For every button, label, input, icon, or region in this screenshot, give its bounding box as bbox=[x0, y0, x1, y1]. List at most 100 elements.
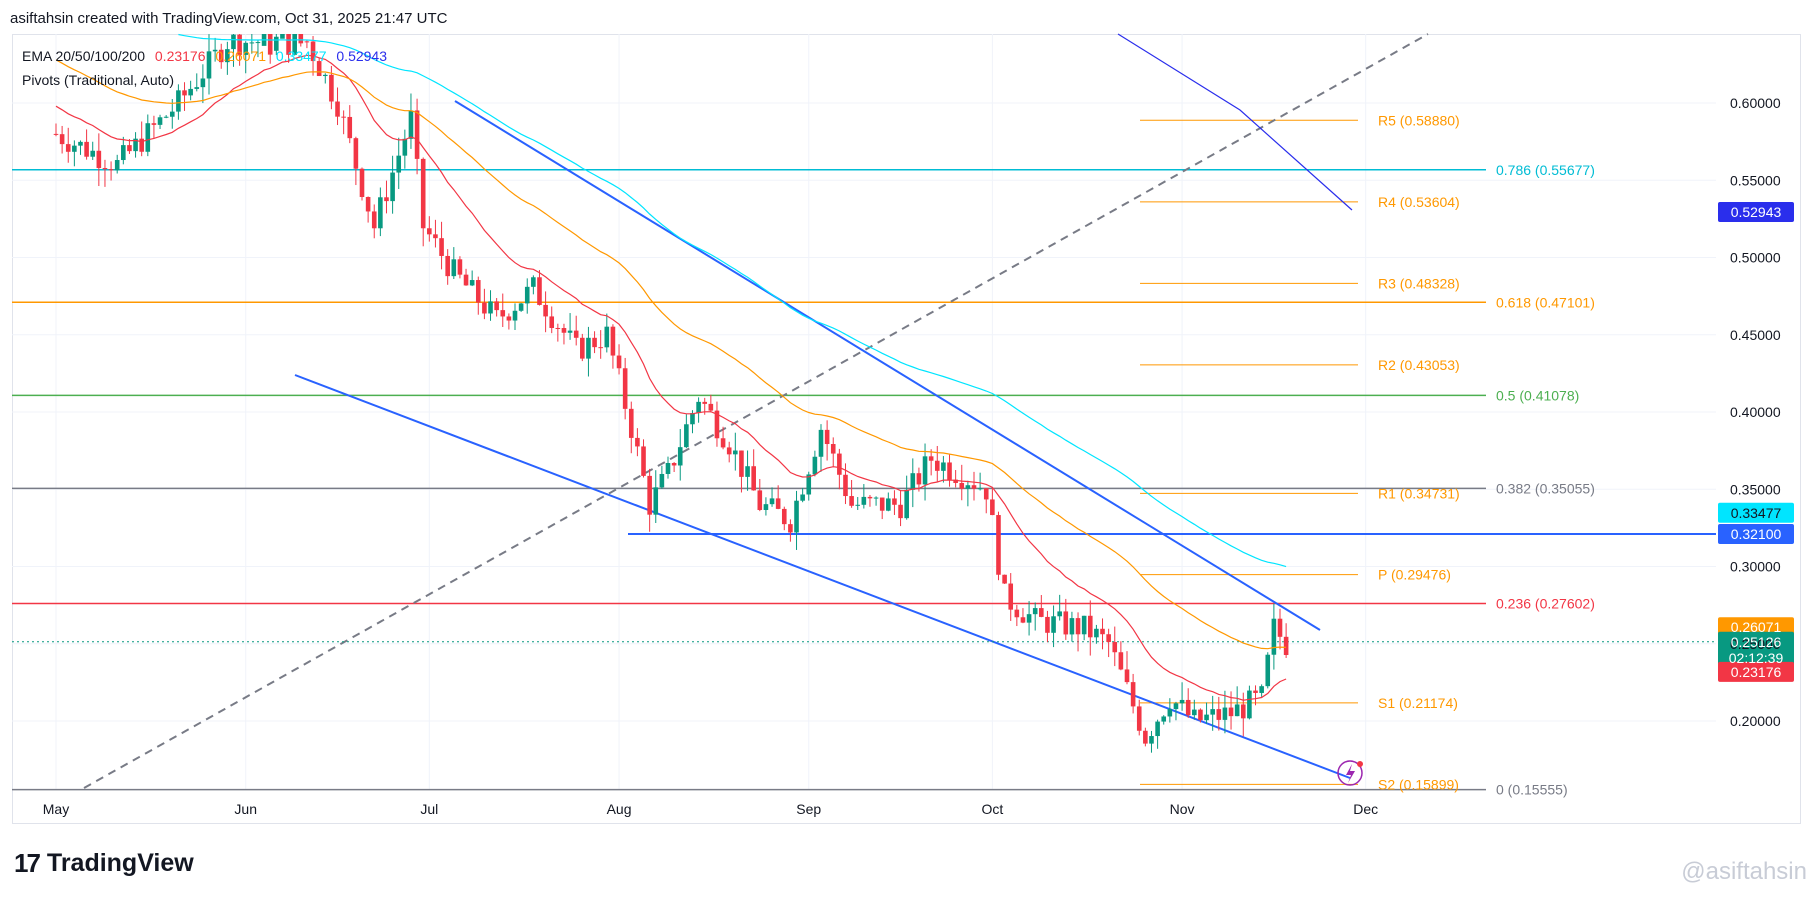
candle-body bbox=[714, 410, 720, 439]
legend-ema20-value: 0.23176 bbox=[154, 48, 206, 64]
candle-body bbox=[622, 368, 628, 409]
candle-body bbox=[543, 304, 548, 317]
candle-body bbox=[818, 429, 824, 457]
candle-body bbox=[518, 303, 524, 311]
candle-body bbox=[1210, 709, 1215, 715]
candle-body bbox=[249, 42, 255, 44]
candle-body bbox=[329, 74, 334, 102]
chart-frame[interactable] bbox=[12, 34, 1801, 824]
candle-body bbox=[176, 90, 181, 112]
countdown-label: 02:12:39 bbox=[1729, 650, 1784, 666]
candle-body bbox=[396, 155, 402, 173]
candle-body bbox=[1204, 714, 1209, 721]
candle-body bbox=[867, 496, 873, 499]
candle-body bbox=[402, 138, 408, 156]
candle-body bbox=[965, 485, 971, 489]
candle-body bbox=[102, 168, 108, 170]
candle-body bbox=[127, 145, 132, 152]
candle-body bbox=[1222, 707, 1228, 720]
candle-body bbox=[879, 497, 885, 511]
price-badge-label: 0.32100 bbox=[1731, 526, 1782, 542]
candle-body bbox=[720, 438, 726, 448]
candle-body bbox=[1167, 709, 1173, 717]
dashed-trend-line bbox=[83, 33, 1429, 789]
candle-body bbox=[751, 466, 756, 491]
candle-body bbox=[1100, 628, 1105, 635]
candle-body bbox=[1155, 721, 1160, 737]
candle-body bbox=[696, 401, 701, 414]
tradingview-logo[interactable]: 17 TradingView bbox=[14, 848, 194, 879]
x-tick-label-oct: Oct bbox=[981, 801, 1003, 817]
price-badge-label: 0.25126 bbox=[1731, 634, 1782, 650]
candle-body bbox=[1032, 608, 1038, 615]
legend-pivots-row[interactable]: Pivots (Traditional, Auto) bbox=[22, 68, 387, 92]
y-tick-label: 0.40000 bbox=[1730, 404, 1781, 420]
legend-ema-row[interactable]: EMA 20/50/100/200 0.23176 0.26071 0.3347… bbox=[22, 44, 387, 68]
candle-body bbox=[114, 160, 120, 171]
x-tick-label-may: May bbox=[43, 801, 69, 817]
candle-body bbox=[335, 101, 340, 117]
candle-body bbox=[616, 355, 622, 369]
legend-ema200-value: 0.52943 bbox=[336, 48, 387, 64]
candle-body bbox=[1045, 616, 1050, 633]
candle-body bbox=[1149, 736, 1154, 744]
candle-body bbox=[971, 485, 977, 489]
header-text: asiftahsin created with TradingView.com,… bbox=[10, 10, 448, 27]
candle-body bbox=[1192, 709, 1197, 716]
candle-body bbox=[384, 197, 389, 202]
candle-body bbox=[1124, 669, 1130, 683]
candle-body bbox=[59, 134, 65, 145]
candle-body bbox=[353, 138, 359, 169]
candle-body bbox=[1259, 686, 1264, 693]
axis-layer bbox=[1337, 202, 1794, 786]
candle-body bbox=[524, 286, 530, 304]
candle-body bbox=[928, 456, 934, 461]
channel-lower-line bbox=[294, 374, 1351, 779]
candle-body bbox=[733, 450, 738, 455]
pivot-level-label: S2 (0.15899) bbox=[1378, 776, 1459, 792]
candle-body bbox=[298, 34, 304, 44]
candle-body bbox=[635, 437, 640, 447]
candle-body bbox=[567, 330, 573, 333]
candle-body bbox=[310, 41, 316, 62]
candle-body bbox=[96, 150, 102, 169]
candle-body bbox=[941, 462, 946, 471]
candle-body bbox=[414, 110, 420, 159]
candle-body bbox=[849, 496, 854, 506]
candle-body bbox=[212, 49, 218, 52]
pivot-level-label: R4 (0.53604) bbox=[1378, 194, 1460, 210]
candle-body bbox=[824, 429, 830, 445]
candle-body bbox=[488, 301, 493, 314]
candle-body bbox=[1136, 706, 1142, 731]
candle-body bbox=[598, 347, 603, 349]
candle-body bbox=[1039, 608, 1044, 617]
candle-body bbox=[304, 41, 310, 43]
candle-body bbox=[806, 474, 812, 495]
candle-body bbox=[996, 515, 1001, 575]
candle-body bbox=[151, 123, 157, 125]
candle-body bbox=[1002, 574, 1007, 584]
legend-ema50-value: 0.26071 bbox=[215, 48, 266, 64]
candle-body bbox=[653, 487, 659, 515]
channel-upper-line bbox=[454, 100, 1321, 631]
candle-body bbox=[1253, 690, 1258, 693]
candle-body bbox=[1216, 709, 1222, 720]
candle-body bbox=[763, 504, 769, 510]
candle-body bbox=[1014, 609, 1020, 618]
pivot-level-label: S1 (0.21174) bbox=[1378, 695, 1458, 711]
candle-body bbox=[108, 169, 114, 171]
candle-body bbox=[892, 498, 897, 505]
price-badge bbox=[1718, 202, 1794, 223]
tradingview-logo-mark: 17 bbox=[14, 848, 41, 878]
candle-body bbox=[1020, 617, 1026, 623]
candle-body bbox=[1271, 618, 1277, 655]
candle-body bbox=[830, 444, 836, 454]
candle-body bbox=[934, 460, 940, 471]
candle-body bbox=[427, 228, 432, 235]
candle-body bbox=[1161, 716, 1167, 722]
price-badge-label: 0.33477 bbox=[1731, 505, 1782, 521]
fib-level-label: 0 (0.15555) bbox=[1496, 782, 1568, 798]
candle-body bbox=[910, 473, 916, 490]
y-tick-label: 0.25000 bbox=[1730, 636, 1781, 652]
